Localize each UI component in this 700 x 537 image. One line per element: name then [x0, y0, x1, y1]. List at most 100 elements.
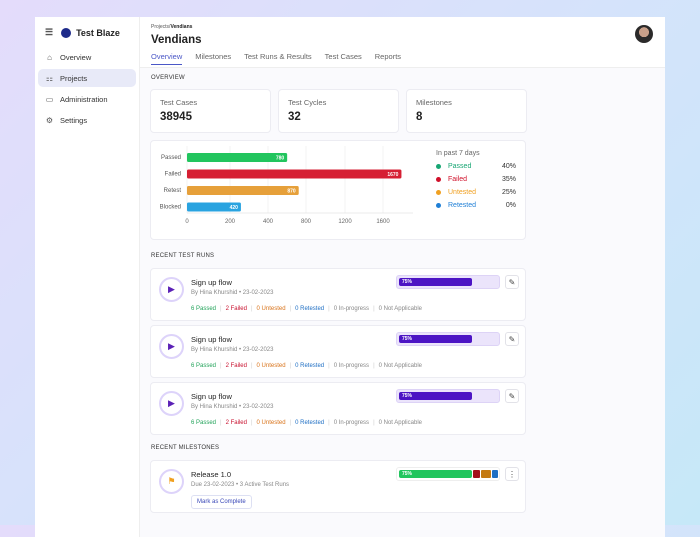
milestone-progress: 75% [396, 467, 500, 481]
sidebar-item-overview[interactable]: ⌂ Overview [38, 48, 136, 66]
sidebar-item-label: Settings [60, 115, 88, 125]
sidebar-item-label: Projects [60, 73, 88, 83]
category-label: Passed [161, 155, 181, 161]
run-stat: 0 In-progress [333, 363, 370, 369]
legend-item: Passed 40% [436, 163, 516, 170]
run-stat: 0 Not Applicable [378, 306, 422, 312]
run-stat: 0 Retested [295, 420, 325, 426]
run-stat: 2 Failed [225, 420, 247, 426]
sidebar-item-label: Administration [60, 94, 108, 104]
test-run-card: ▶ Sign up flow By Hina Khurshid • 23-02-… [150, 325, 526, 378]
briefcase-icon: ▭ [45, 94, 54, 104]
legend-item: Failed 35% [436, 176, 516, 183]
play-icon[interactable]: ▶ [159, 391, 184, 416]
separator: | [373, 363, 375, 369]
test-run-card: ▶ Sign up flow By Hina Khurshid • 23-02-… [150, 268, 526, 321]
run-stat: 6 Passed [191, 306, 217, 312]
legend-pct: 40% [501, 163, 516, 170]
stat-value: 32 [288, 111, 301, 123]
sidebar-item-administration[interactable]: ▭ Administration [38, 90, 136, 108]
summary-legend: In past 7 days Passed 40% Failed 35% Unteste… [436, 150, 516, 209]
category-label: Retest [164, 188, 182, 194]
bar-blocked [187, 202, 241, 212]
mark-complete-button[interactable]: Mark as Complete [191, 495, 252, 509]
run-stat: 0 Untested [256, 363, 286, 369]
stat-cards: Test Cases 38945 Test Cycles 32 Milestones… [150, 89, 665, 133]
edit-icon[interactable]: ✎ [505, 332, 519, 346]
test-run-card: ▶ Sign up flow By Hina Khurshid • 23-02-… [150, 382, 526, 435]
x-tick-label: 800 [301, 219, 312, 225]
app-window: ☰ Test Blaze ⌂ Overview ⚏ Projects ▭ Admini… [35, 17, 665, 537]
edit-icon[interactable]: ✎ [505, 275, 519, 289]
legend-label: Retested [448, 202, 477, 209]
app-name: Test Blaze [76, 27, 120, 38]
tab-test-runs-results[interactable]: Test Runs & Results [244, 52, 312, 61]
avatar[interactable] [635, 25, 653, 43]
retested-segment [492, 470, 498, 478]
legend-dot [436, 203, 441, 208]
stat-card-test-cases: Test Cases 38945 [150, 89, 271, 133]
run-stat: 0 In-progress [333, 420, 370, 426]
tab-milestones[interactable]: Milestones [195, 52, 232, 61]
tab-test-cases[interactable]: Test Cases [324, 52, 362, 61]
progress-fill: 75% [399, 470, 472, 478]
breadcrumb-current: Vendians [170, 24, 193, 30]
stat-label: Milestones [416, 98, 452, 107]
breadcrumb-parent[interactable]: Projects/ [151, 24, 171, 30]
menu-icon[interactable]: ☰ [45, 27, 54, 37]
legend-label: Failed [448, 176, 468, 183]
separator: | [289, 363, 292, 369]
data-label: 420 [230, 205, 239, 211]
legend-dot [436, 177, 441, 182]
bar-retest [187, 186, 299, 195]
separator: | [373, 420, 375, 426]
run-progress: 75% [396, 389, 500, 403]
run-meta: By Hina Khurshid • 23-02-2023 [191, 404, 274, 410]
progress-fill: 75% [399, 278, 472, 286]
x-tick-label: 200 [225, 219, 236, 225]
play-icon[interactable]: ▶ [159, 334, 184, 359]
tab-reports[interactable]: Reports [374, 52, 402, 61]
separator: | [220, 420, 222, 426]
x-tick-label: 400 [263, 219, 274, 225]
sidebar-item-settings[interactable]: ⚙ Settings [38, 111, 136, 129]
run-name[interactable]: Sign up flow [191, 335, 232, 344]
sidebar-item-label: Overview [60, 52, 92, 62]
play-icon[interactable]: ▶ [159, 277, 184, 302]
more-options-button[interactable]: ⋮ [505, 467, 519, 481]
legend-label: Passed [448, 163, 472, 170]
run-progress: 75% [396, 275, 500, 289]
recent-milestones-heading: RECENT MILESTONES [151, 445, 220, 451]
legend-pct: 25% [501, 189, 516, 196]
run-stats: 6 Passed | 2 Failed | 0 Untested | 0 Retested |… [191, 420, 422, 426]
run-stat: 0 Retested [295, 306, 325, 312]
legend-dot [436, 190, 441, 195]
data-label: 870 [287, 189, 296, 195]
sidebar-item-projects[interactable]: ⚏ Projects [38, 69, 136, 87]
sidebar-nav: ⌂ Overview ⚏ Projects ▭ Administration ⚙ Set… [35, 48, 139, 129]
edit-icon[interactable]: ✎ [505, 389, 519, 403]
run-stat: 0 Untested [256, 420, 286, 426]
brand: ☰ Test Blaze [35, 17, 139, 38]
run-stats: 6 Passed | 2 Failed | 0 Untested | 0 Retested |… [191, 306, 422, 312]
run-name[interactable]: Sign up flow [191, 278, 232, 287]
tabs: Overview Milestones Test Runs & Results … [151, 52, 665, 65]
run-stat: 0 Retested [295, 363, 325, 369]
flag-icon: ⚑ [159, 469, 184, 494]
page-header: Projects/Vendians Vendians Overview Mile… [140, 17, 665, 68]
run-stat: 0 Not Applicable [378, 420, 422, 426]
run-name[interactable]: Sign up flow [191, 392, 232, 401]
separator: | [328, 306, 330, 312]
milestone-name[interactable]: Release 1.0 [191, 470, 232, 479]
sidebar: ☰ Test Blaze ⌂ Overview ⚏ Projects ▭ Admini… [35, 17, 140, 537]
summary-title: In past 7 days [436, 150, 480, 157]
separator: | [373, 306, 375, 312]
x-tick-label: 1200 [338, 219, 352, 225]
stat-value: 8 [416, 111, 423, 123]
data-label: 780 [276, 156, 285, 162]
breadcrumb: Projects/Vendians [151, 24, 665, 30]
x-tick-label: 1600 [376, 219, 390, 225]
home-icon: ⌂ [47, 52, 52, 62]
page-title: Vendians [151, 34, 202, 46]
tab-overview[interactable]: Overview [151, 52, 183, 65]
